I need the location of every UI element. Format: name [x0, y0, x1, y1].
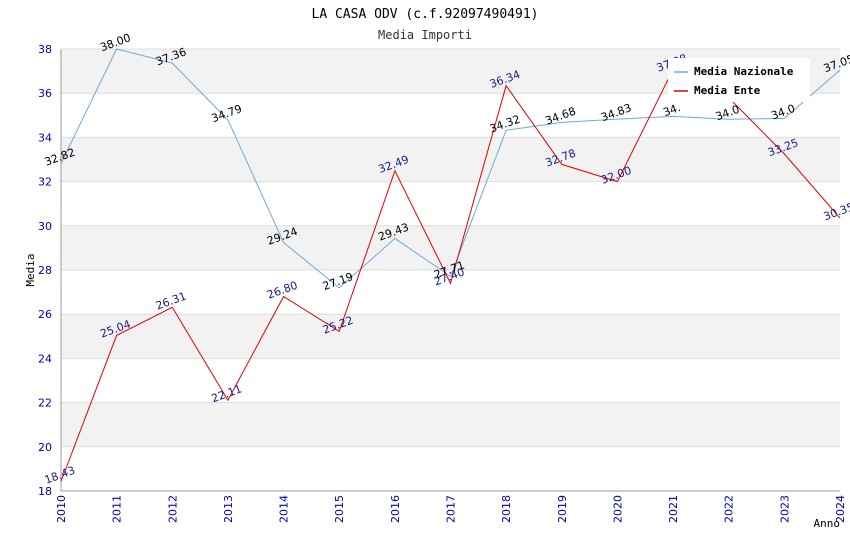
grid-band	[61, 314, 840, 359]
y-tick-label: 24	[38, 352, 52, 365]
legend-label-nazionale: Media Nazionale	[694, 65, 794, 78]
y-tick-labels: 18 20 22 24 26 28 30 32 34 36 38	[38, 43, 52, 498]
y-tick-label: 26	[38, 308, 52, 321]
x-tick-label: 2024	[834, 495, 847, 523]
x-tick-label: 2016	[389, 495, 402, 523]
x-tick-label: 2010	[55, 495, 68, 523]
x-tick-label: 2014	[278, 495, 291, 523]
x-axis-label: Anno	[814, 517, 841, 530]
y-tick-label: 32	[38, 176, 52, 189]
x-tick-label: 2011	[111, 495, 124, 523]
chart-title: LA CASA ODV (c.f.92097490491)	[312, 7, 539, 22]
y-tick-label: 36	[38, 87, 52, 100]
x-tick-label: 2019	[556, 495, 569, 523]
y-tick-label: 22	[38, 397, 52, 410]
y-tick-label: 30	[38, 220, 52, 233]
data-label: 27.19	[321, 270, 355, 293]
x-tick-label: 2020	[611, 495, 624, 523]
grid-bands	[61, 49, 840, 447]
legend: Media Nazionale Media Ente	[668, 58, 810, 102]
x-tick-label: 2021	[667, 495, 680, 523]
data-label: 34.83	[599, 101, 633, 124]
x-tick-label: 2015	[333, 495, 346, 523]
y-axis-label: Media	[24, 253, 37, 286]
data-label: 34.68	[544, 105, 578, 128]
y-tick-label: 34	[38, 131, 52, 144]
data-label: 18.43	[43, 464, 77, 487]
x-tick-label: 2013	[222, 495, 235, 523]
y-tick-label: 38	[38, 43, 52, 56]
x-tick-label: 2017	[445, 495, 458, 523]
x-tick-label: 2018	[500, 495, 513, 523]
data-label: 30.35	[822, 200, 850, 223]
gridlines	[61, 48, 840, 492]
chart-subtitle: Media Importi	[378, 28, 472, 42]
x-tick-label: 2023	[778, 495, 791, 523]
y-tick-label: 18	[38, 485, 52, 498]
data-label: 34.0	[769, 102, 796, 123]
x-tick-labels: 2010 2011 2012 2013 2014 2015 2016 2017 2018 2019…	[55, 495, 847, 523]
grid-band	[61, 137, 840, 182]
x-tick-label: 2022	[723, 495, 736, 523]
data-label: 26.31	[154, 290, 188, 313]
y-tick-label: 20	[38, 441, 52, 454]
data-label: 22.11	[210, 382, 244, 405]
x-tick-label: 2012	[166, 495, 179, 523]
grid-band	[61, 402, 840, 447]
data-label: 34.	[661, 101, 682, 119]
series-line-nazionale	[60, 48, 841, 289]
data-label: 34.0	[714, 103, 741, 124]
data-label: 34.79	[210, 102, 244, 125]
grid-band	[61, 225, 840, 270]
legend-box	[668, 58, 810, 102]
y-tick-label: 28	[38, 264, 52, 277]
legend-label-ente: Media Ente	[694, 84, 761, 97]
